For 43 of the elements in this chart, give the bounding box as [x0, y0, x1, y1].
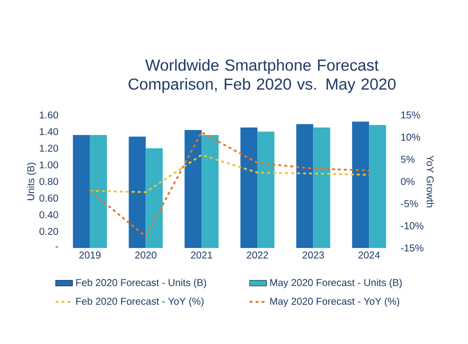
- bar: [202, 134, 219, 248]
- y2-tick-label: -10%: [400, 222, 424, 230]
- legend-label: May 2020 Forecast - YoY (%): [270, 297, 400, 307]
- bar: [90, 134, 107, 248]
- x-tick-label: 2021: [191, 252, 212, 259]
- bar: [184, 130, 202, 248]
- y-tick-label: 0.60: [39, 194, 58, 202]
- y2-tick-label: -15%: [400, 244, 424, 252]
- y-tick-label: 0.80: [39, 178, 58, 186]
- x-tick-label: 2023: [302, 252, 324, 259]
- y-tick-label: 1.00: [40, 161, 58, 168]
- y2-tick-label: 10%: [401, 134, 420, 141]
- bar: [296, 124, 314, 248]
- y-tick-label: 1.60: [40, 111, 58, 119]
- y2-tick-label: 5%: [400, 156, 415, 163]
- bar: [352, 122, 370, 248]
- bar: [240, 127, 258, 248]
- bar: [128, 136, 146, 248]
- bar: [313, 127, 330, 248]
- y-axis-title: Units (B): [26, 162, 36, 200]
- y2-tick-label: 15%: [401, 111, 420, 118]
- x-tick-label: 2024: [358, 252, 380, 259]
- x-tick-label: 2020: [135, 252, 156, 259]
- legend-label: Feb 2020 Forecast - YoY (%): [76, 297, 204, 307]
- y2-tick-label: 0%: [400, 178, 415, 186]
- x-tick-label: 2022: [246, 252, 268, 259]
- legend-label: May 2020 Forecast - Units (B): [270, 278, 402, 288]
- bar: [72, 134, 90, 248]
- line-series: [89, 131, 370, 238]
- bar: [257, 132, 274, 248]
- x-tick-label: 2019: [79, 252, 101, 259]
- y-tick-label: 1.20: [40, 144, 58, 152]
- bar: [369, 124, 386, 248]
- chart-title: Worldwide Smartphone Forecast Comparison, Feb 2020 vs. May 2020: [128, 59, 396, 93]
- y2-axis-title: YoY Growth: [426, 155, 434, 208]
- y-tick-label: 0.40: [39, 211, 58, 218]
- y2-tick-label: -5%: [400, 200, 418, 208]
- y-tick-label: 0.20: [39, 228, 58, 235]
- bar: [146, 148, 163, 248]
- line-series: [89, 154, 370, 194]
- legend-label: Feb 2020 Forecast - Units (B): [76, 278, 206, 288]
- y-tick-label: 1.40: [40, 128, 58, 136]
- y-tick-label: -: [56, 246, 58, 248]
